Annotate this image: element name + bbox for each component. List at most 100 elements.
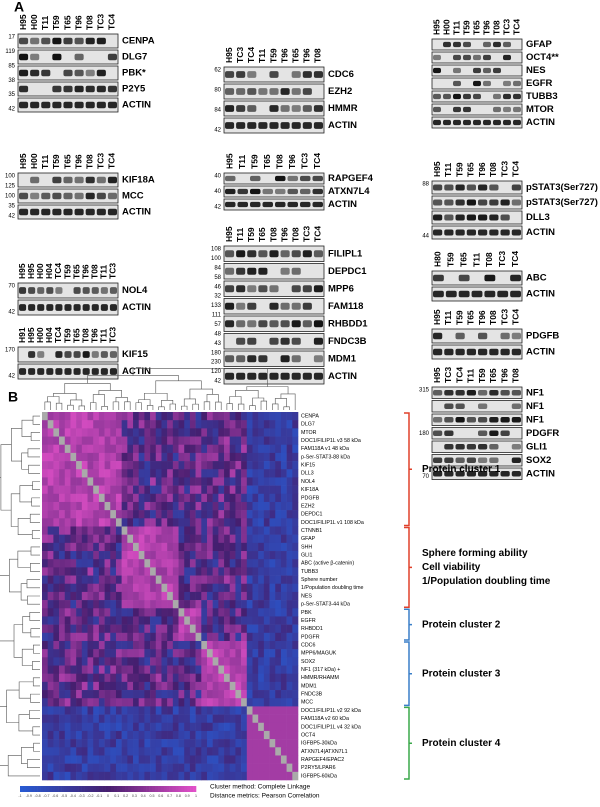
blot-band xyxy=(236,337,246,345)
heatmap-cell xyxy=(252,469,259,478)
heatmap-cell xyxy=(53,608,60,617)
colorbar-swatch xyxy=(49,786,53,792)
blot-band xyxy=(247,355,257,363)
colorbar-label: -1 xyxy=(18,794,21,798)
lane-label: H00 xyxy=(35,263,45,279)
heatmap-cell xyxy=(218,518,225,527)
heatmap-cell xyxy=(269,559,276,568)
heatmap-cell xyxy=(280,755,287,764)
heatmap-cell xyxy=(263,412,270,421)
heatmap-cell xyxy=(150,673,157,683)
colorbar-label: -0.3 xyxy=(78,794,84,798)
heatmap-cell xyxy=(150,575,157,585)
colorbar-swatch xyxy=(122,786,126,792)
heatmap-cell xyxy=(81,722,88,732)
blot-band xyxy=(55,287,63,294)
heatmap-cell xyxy=(161,477,168,486)
heatmap-cell xyxy=(42,493,48,503)
heatmap-cell xyxy=(81,428,88,437)
heatmap-cell xyxy=(178,649,185,658)
blot-band xyxy=(19,101,29,109)
dendrogram xyxy=(11,428,22,462)
row-label: 1/Population doubling time xyxy=(301,585,363,591)
blot-band xyxy=(41,101,51,109)
heatmap-cell xyxy=(93,477,100,486)
heatmap-cell xyxy=(144,632,151,642)
dendrogram xyxy=(155,380,202,394)
blot-band xyxy=(236,71,246,78)
heatmap-cell xyxy=(104,461,111,470)
mw-marker: 125 xyxy=(5,184,16,190)
heatmap-cell xyxy=(212,698,219,707)
heatmap-cell xyxy=(53,673,60,683)
heatmap-cell xyxy=(241,771,248,781)
dendrogram xyxy=(29,710,40,719)
heatmap-cell xyxy=(133,469,140,478)
heatmap-cell xyxy=(110,591,117,601)
heatmap-cell xyxy=(93,706,100,715)
heatmap-cell xyxy=(144,681,151,691)
heatmap-cell xyxy=(258,632,265,642)
heatmap-cell xyxy=(229,485,236,495)
blot-band xyxy=(19,53,29,61)
heatmap-cell xyxy=(133,428,140,437)
heatmap-cell xyxy=(292,698,299,707)
heatmap-cell xyxy=(224,649,231,658)
heatmap-cell xyxy=(184,690,191,699)
blot-band xyxy=(489,184,499,191)
heatmap-cell xyxy=(53,575,60,585)
heatmap-cell xyxy=(155,673,162,683)
heatmap-cell xyxy=(201,722,208,732)
blot-band xyxy=(247,88,257,95)
heatmap-cell xyxy=(47,657,54,666)
row-label: MPP6/MAGUK xyxy=(301,651,337,657)
lane-label: T65 xyxy=(458,252,468,267)
heatmap-cell xyxy=(115,452,122,462)
blot-band xyxy=(463,93,471,100)
heatmap-cell xyxy=(235,551,242,560)
heatmap-cell xyxy=(150,420,157,429)
heatmap-cell xyxy=(195,591,202,601)
heatmap-cell xyxy=(155,534,162,544)
heatmap-cell xyxy=(93,714,100,724)
heatmap-cell xyxy=(229,755,236,764)
heatmap-cell xyxy=(76,722,83,732)
protein-label: CENPA xyxy=(122,36,155,47)
heatmap-cell xyxy=(172,640,179,650)
heatmap-cell xyxy=(150,436,157,446)
heatmap-cell xyxy=(212,575,219,585)
heatmap-cell xyxy=(280,420,287,429)
heatmap-cell xyxy=(64,608,71,617)
heatmap-cell xyxy=(263,673,270,683)
heatmap-cell xyxy=(76,665,83,674)
heatmap-cell xyxy=(76,461,83,470)
blot-band xyxy=(444,214,454,221)
heatmap-cell xyxy=(155,485,162,495)
heatmap-cell xyxy=(206,681,213,691)
row-label: EZH2 xyxy=(301,503,315,509)
heatmap-cell xyxy=(64,640,71,650)
heatmap-cell xyxy=(167,575,174,585)
blot-band xyxy=(258,250,268,258)
heatmap-cell xyxy=(144,763,151,773)
heatmap-cell xyxy=(286,575,293,585)
heatmap-cell xyxy=(115,632,122,642)
heatmap-cell xyxy=(110,747,117,756)
heatmap-cell xyxy=(150,559,157,568)
heatmap-cell xyxy=(286,706,293,715)
heatmap-cell xyxy=(246,747,253,756)
heatmap-cell xyxy=(280,673,287,683)
heatmap-cell xyxy=(150,493,157,503)
heatmap-cell xyxy=(155,747,162,756)
heatmap-cell xyxy=(161,616,168,625)
heatmap-cell xyxy=(280,640,287,650)
heatmap-cell xyxy=(189,518,196,527)
blot-band xyxy=(225,355,235,363)
blot-band xyxy=(287,188,298,195)
heatmap-cell xyxy=(167,665,174,674)
heatmap-cell xyxy=(212,608,219,617)
heatmap-cell xyxy=(212,706,219,715)
heatmap-cell xyxy=(155,493,162,503)
panel-label: B xyxy=(8,389,18,405)
blot-band xyxy=(37,304,45,311)
